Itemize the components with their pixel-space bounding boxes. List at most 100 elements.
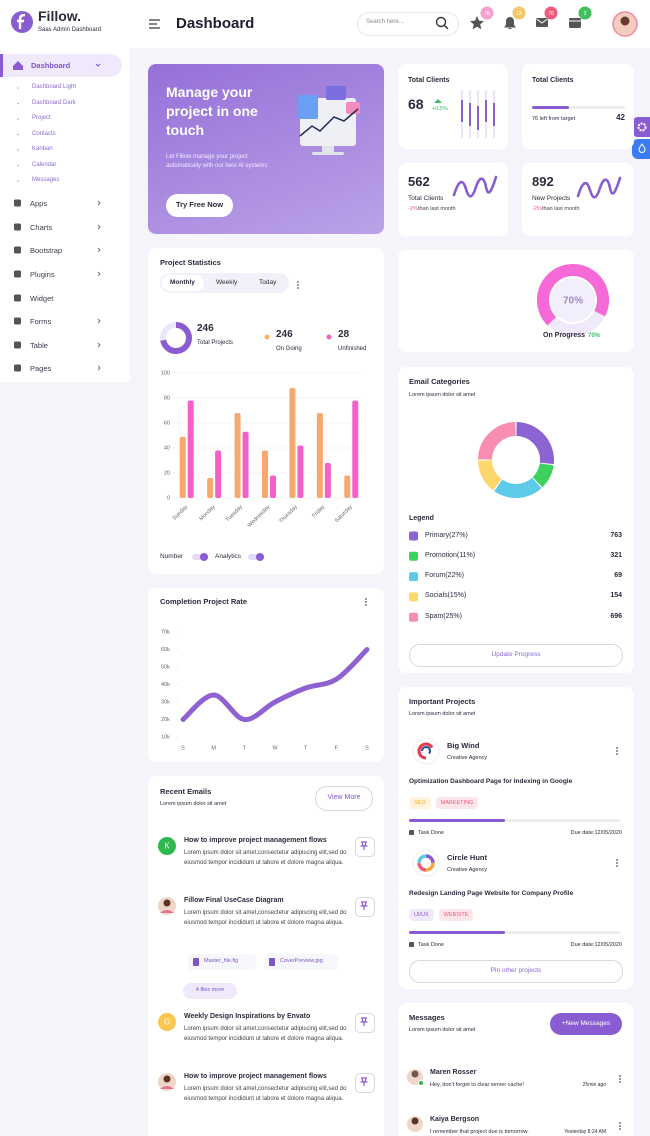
nav-active-bar <box>0 54 3 77</box>
outline-button[interactable] <box>409 960 623 983</box>
legend-label: Promotion(11%) <box>425 551 476 559</box>
nav-subitem[interactable]: Dashboard Light <box>32 84 77 90</box>
nav-item[interactable]: Plugins <box>30 269 55 279</box>
nav-subitem[interactable]: Calendar <box>32 161 57 168</box>
message-time: Yesterday 8:24 AM <box>564 1129 606 1135</box>
email-subject[interactable]: Weekly Design Inspirations by Envato <box>184 1013 311 1020</box>
tag-row: SEO MARKETING <box>409 797 479 809</box>
stat-value: 42 <box>616 113 625 122</box>
email-subject[interactable]: How to improve project management flows <box>184 837 327 844</box>
pin-button[interactable] <box>355 897 375 917</box>
stat-value: 892 <box>532 174 554 189</box>
gauge-caption-value: 70% <box>588 333 601 339</box>
summary-label: Total Projects <box>197 340 234 346</box>
tab[interactable]: Weekly <box>216 279 238 286</box>
completion-card <box>148 588 384 762</box>
nav-item[interactable]: Charts <box>30 222 53 232</box>
tag-row: UI/UX WEBSITE <box>409 909 474 921</box>
attachment-name[interactable]: CoverPreview.jpg <box>280 958 323 964</box>
stat-title: Total Clients <box>408 77 450 84</box>
outline-button[interactable] <box>409 644 623 667</box>
email-body: Lorem ipsum dolor sit amet,consectetur a… <box>184 850 347 866</box>
task-status: Task Done <box>418 942 444 948</box>
pin-button[interactable] <box>355 1013 375 1033</box>
project-task: Redesign Landing Page Website for Compan… <box>409 890 574 897</box>
stat-note: than last month <box>418 206 456 212</box>
more-files-label[interactable]: 4 files more <box>195 987 225 993</box>
nav-item[interactable]: Table <box>30 340 48 350</box>
nav-subitem[interactable]: Project <box>32 115 51 121</box>
legend-label: Primary(27%) <box>425 531 468 539</box>
pin-button[interactable] <box>355 837 375 857</box>
message-name[interactable]: Kaiya Bergson <box>430 1116 480 1123</box>
stat-change: -2% <box>532 206 542 212</box>
tab[interactable]: Today <box>259 279 277 286</box>
button-label[interactable]: Pin other projects <box>490 967 542 974</box>
legend-label[interactable]: Number <box>160 553 184 560</box>
more-files[interactable] <box>183 983 237 999</box>
legend-count: 763 <box>610 531 622 539</box>
project-company: Creative Agency <box>447 755 488 761</box>
theme-button[interactable] <box>632 139 650 159</box>
legend-count: 154 <box>610 592 622 600</box>
attachment[interactable] <box>264 954 338 970</box>
settings-button[interactable] <box>632 117 650 137</box>
nav-subitem[interactable]: Contacts <box>32 130 56 137</box>
banner-text: Let Fillow manage your project automatic… <box>166 154 268 169</box>
task-status: Task Done <box>418 830 444 836</box>
legend-count: 321 <box>610 551 622 559</box>
stat-title: Total Clients <box>532 77 574 84</box>
important-projects-card <box>398 687 634 989</box>
tab[interactable]: Monthly <box>170 279 195 286</box>
attachment-name[interactable]: Master_file.fig <box>204 958 239 964</box>
email-subject[interactable]: How to improve project management flows <box>184 1073 327 1080</box>
message-name[interactable]: Maren Rosser <box>430 1069 477 1076</box>
nav-item[interactable]: Pages <box>30 363 52 373</box>
email-body: Lorem ipsum dolor sit amet,consectetur a… <box>184 910 347 926</box>
email-body: Lorem ipsum dolor sit amet,consectetur a… <box>184 1026 347 1042</box>
project-task: Optimization Dashboard Page for Indexing… <box>409 778 573 785</box>
stat-title: Total Clients <box>408 195 444 202</box>
message-text: I remember that project due is tomorrow. <box>430 1129 529 1135</box>
nav-item[interactable]: Forms <box>30 316 52 326</box>
outline-button[interactable] <box>315 786 373 811</box>
nav-subitem[interactable]: Messages <box>32 177 60 183</box>
card-subtitle: Lorem ipsum dolor sit amet <box>409 711 476 717</box>
button-label[interactable]: +New Messages <box>561 1020 611 1027</box>
tag: UI/UX <box>409 909 434 921</box>
legend-label[interactable]: Analytics <box>215 553 242 560</box>
nav-item[interactable]: Dashboard <box>31 61 71 70</box>
tag: MARKETING <box>435 797 479 809</box>
tag: SEO <box>409 797 431 809</box>
button-label[interactable]: View More <box>327 794 361 801</box>
legend-count: 69 <box>614 572 622 580</box>
stat-value: 562 <box>408 174 430 189</box>
nav-subitem[interactable]: Kanban <box>32 146 53 152</box>
card-title: Email Categories <box>409 377 470 386</box>
card-title: Messages <box>409 1013 445 1022</box>
due-date: Due date:12/05/2020 <box>570 942 622 948</box>
due-date: Due date:12/05/2020 <box>570 830 622 836</box>
primary-button[interactable] <box>550 1013 622 1035</box>
button-label[interactable]: Update Progress <box>491 651 541 658</box>
nav-item[interactable]: Widget <box>30 293 54 303</box>
banner-button[interactable] <box>166 194 233 217</box>
stat-title: New Projects <box>532 195 571 202</box>
pin-button[interactable] <box>355 1073 375 1093</box>
summary-value: 28 <box>338 329 350 340</box>
legend-label: Forum(22%) <box>425 572 464 580</box>
legend-label: Spam(25%) <box>425 612 462 620</box>
banner-button-label[interactable]: Try Free Now <box>175 200 224 209</box>
attachment[interactable] <box>188 954 256 970</box>
nav-subitem[interactable]: Dashboard Dark <box>32 99 76 106</box>
stat-change: -2% <box>408 206 418 212</box>
project-name: Big Wind <box>447 741 480 750</box>
nav-item[interactable]: Bootstrap <box>30 245 63 255</box>
stat-change: +0.5% <box>432 106 448 112</box>
stat-note: 76 left from target <box>532 116 576 122</box>
email-subject[interactable]: Fillow Final UseCase Diagram <box>184 897 284 904</box>
nav-item[interactable]: Apps <box>30 198 48 208</box>
summary-value: 246 <box>197 323 214 334</box>
tagline: Saas Admin Dashboard <box>38 27 102 33</box>
